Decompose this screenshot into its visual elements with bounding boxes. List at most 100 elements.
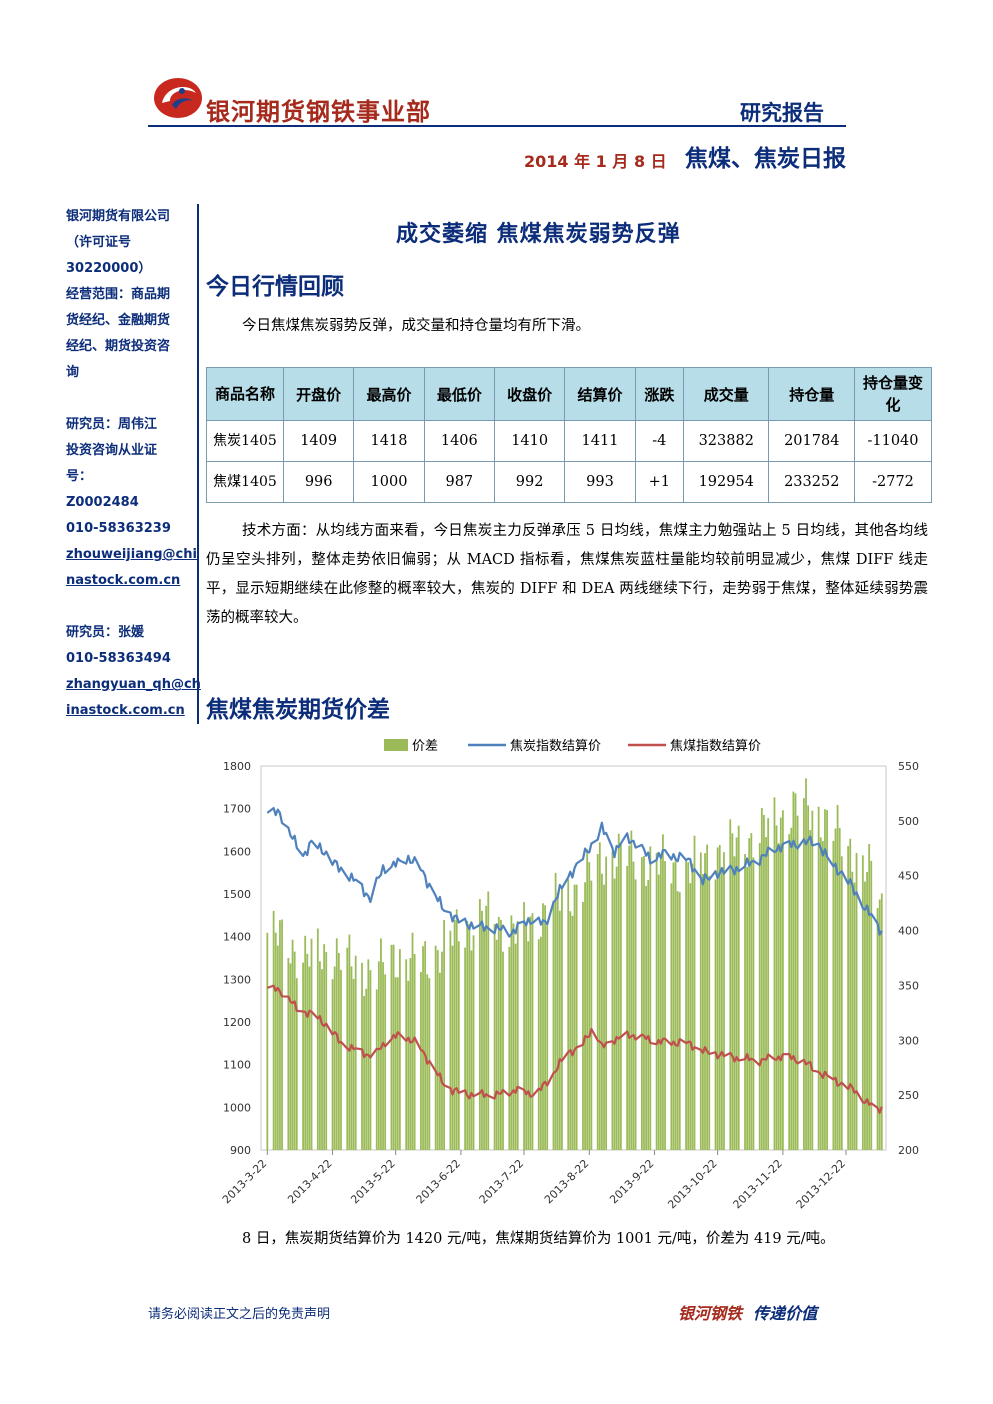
- spread-bar: [352, 978, 355, 1150]
- spread-bar: [664, 861, 666, 1150]
- spread-bar: [510, 915, 513, 1150]
- spread-bar: [272, 910, 275, 1150]
- table-cell: 1410: [493, 420, 566, 462]
- sidebar-line: Z0002484: [66, 495, 139, 510]
- spread-bar: [807, 805, 810, 1150]
- y-left-tick-label: 1200: [223, 1016, 251, 1029]
- spread-bar: [287, 957, 290, 1150]
- spread-bar: [655, 852, 658, 1150]
- x-tick-label: 2013-3-22: [220, 1157, 269, 1206]
- spread-bar: [864, 881, 866, 1150]
- spread-bar: [676, 891, 679, 1150]
- spread-bar: [472, 935, 475, 1150]
- sidebar-email[interactable]: nastock.com.cn: [66, 573, 181, 588]
- spread-bar: [847, 846, 850, 1150]
- sidebar-line: [66, 594, 192, 620]
- table-cell: 992: [493, 461, 566, 503]
- spread-bar: [630, 830, 633, 1150]
- spread-bar: [866, 871, 868, 1150]
- spread-bar: [493, 924, 496, 1150]
- spread-bar: [451, 945, 454, 1150]
- spread-bar: [361, 962, 363, 1150]
- spread-bar: [723, 852, 725, 1150]
- spread-bar: [817, 806, 820, 1150]
- spread-bar: [851, 871, 854, 1150]
- spread-bar: [348, 934, 351, 1150]
- spread-bar: [434, 945, 437, 1150]
- x-tick-label: 2013-12-22: [794, 1157, 848, 1211]
- spread-bar: [748, 838, 751, 1150]
- spread-bar: [375, 989, 378, 1150]
- spread-bar: [571, 915, 574, 1150]
- legend-label: 焦煤指数结算价: [670, 739, 761, 754]
- spread-bar: [335, 938, 338, 1150]
- spread-bar: [792, 791, 795, 1150]
- spread-bar: [333, 966, 336, 1150]
- spread-bar: [380, 938, 382, 1150]
- spread-bar: [407, 980, 410, 1150]
- spread-bar: [605, 856, 608, 1150]
- spread-bar: [413, 954, 416, 1150]
- spread-bar: [304, 935, 307, 1150]
- spread-bar: [868, 843, 871, 1150]
- company-logo: [154, 78, 202, 118]
- table-cell: 201784: [768, 420, 855, 462]
- spread-bar: [527, 941, 530, 1150]
- spread-bar: [790, 827, 793, 1150]
- spread-bar: [316, 928, 319, 1150]
- spread-bar: [634, 879, 637, 1150]
- market-intro: 今日焦煤焦炭弱势反弹，成交量和持仓量均有所下滑。: [242, 318, 590, 334]
- x-tick-label: 2013-5-22: [348, 1157, 397, 1206]
- spread-bar: [398, 949, 401, 1150]
- spread-bar: [729, 819, 732, 1150]
- sidebar-email[interactable]: zhangyuan_qh@ch: [66, 677, 201, 692]
- spread-bar: [693, 835, 696, 1150]
- y-left-tick-label: 1600: [223, 845, 251, 858]
- legend-label: 焦炭指数结算价: [510, 739, 601, 754]
- spread-bar: [584, 882, 586, 1150]
- spread-bar: [502, 951, 504, 1150]
- spread-bar: [539, 936, 542, 1150]
- spread-bar: [691, 863, 694, 1150]
- spread-bar: [384, 974, 387, 1150]
- spread-bar: [377, 961, 380, 1150]
- table-cell: -11040: [854, 420, 932, 462]
- spread-bar: [552, 900, 555, 1150]
- spread-bar: [870, 860, 873, 1150]
- y-right-tick-label: 450: [898, 870, 919, 883]
- sidebar-email[interactable]: zhouweijiang@chi: [66, 547, 197, 562]
- spread-bar: [485, 905, 488, 1150]
- spread-bar: [640, 857, 643, 1150]
- spread-chart: 900 1000 1100 1200 1300 1400 1500 1600 1700 1800 2…: [220, 739, 919, 1211]
- table-row: 焦煤1405 996 1000 987 992 993 +1 192954 233252 -277…: [206, 461, 932, 503]
- spread-bar: [354, 955, 357, 1150]
- disclaimer-link[interactable]: 请务必阅读正文之后的免责声明: [148, 1307, 331, 1322]
- spread-bar: [619, 843, 622, 1150]
- spread-bar: [645, 885, 648, 1150]
- spread-bar: [523, 902, 525, 1150]
- table-cell: 987: [423, 461, 495, 503]
- table-cell: -2772: [854, 461, 932, 503]
- headline: 成交萎缩 焦煤焦炭弱势反弹: [396, 222, 681, 247]
- spread-bar: [861, 855, 864, 1150]
- table-header-cell: 商品名称: [206, 367, 284, 421]
- sidebar-email[interactable]: inastock.com.cn: [66, 703, 185, 718]
- spread-bar: [746, 866, 749, 1150]
- spread-bar: [266, 932, 269, 1150]
- spread-bar: [803, 798, 805, 1150]
- spread-bar: [295, 978, 298, 1150]
- spread-bar: [824, 809, 826, 1150]
- spread-bar: [878, 899, 881, 1150]
- sidebar-divider: [197, 204, 199, 724]
- spread-bar: [497, 916, 500, 1150]
- spread-bar: [464, 947, 467, 1150]
- spread-bar: [420, 971, 422, 1150]
- spread-bar: [849, 838, 852, 1150]
- y-right-tick-label: 400: [898, 925, 919, 938]
- spread-bar: [310, 938, 313, 1150]
- spread-bar: [544, 905, 546, 1150]
- spread-bar: [706, 844, 709, 1150]
- spread-bar: [613, 878, 616, 1150]
- spread-bar: [689, 883, 692, 1150]
- spread-bar: [382, 962, 384, 1150]
